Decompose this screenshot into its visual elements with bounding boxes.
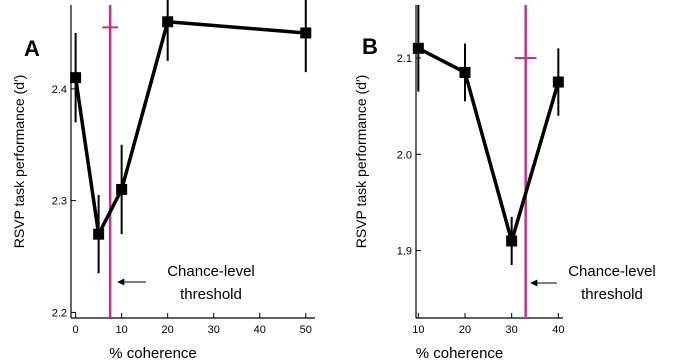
x-tick-label: 20 [162,324,174,336]
data-point [93,228,105,240]
data-point [459,66,471,78]
annotation-text: Chance-level [167,263,255,280]
panel-label: A [24,36,40,61]
y-axis-title: RSVP task performance (d′) [353,75,369,249]
data-point [162,16,174,28]
data-point [412,42,424,54]
x-tick-label: 50 [300,324,312,336]
x-tick-label: 40 [254,324,266,336]
y-tick-label: 1.9 [397,246,412,258]
panel-label: B [362,34,378,59]
data-point [70,72,82,84]
annotation-text: threshold [581,286,643,303]
annotation-text: threshold [180,286,242,303]
y-tick-label: 2.2 [52,307,67,319]
series-line [417,46,561,243]
x-tick-label: 40 [552,324,564,336]
x-tick-label: 0 [73,324,79,336]
annotation-text: Chance-level [568,263,656,280]
data-point [506,235,518,247]
y-tick-label: 2.0 [397,149,412,161]
x-tick-label: 10 [116,324,128,336]
x-axis-title: % coherence [416,345,504,361]
data-point [552,76,564,88]
x-tick-label: 30 [208,324,220,336]
x-tick-label: 10 [412,324,424,336]
y-tick-label: 2.1 [397,53,412,65]
x-tick-label: 30 [506,324,518,336]
data-point [300,27,312,39]
data-point [116,183,128,195]
y-tick-label: 2.4 [52,84,67,96]
x-axis-title: % coherence [109,345,197,361]
y-axis-title: RSVP task performance (d′) [11,75,27,249]
x-tick-label: 20 [459,324,471,336]
y-tick-label: 2.3 [52,196,67,208]
